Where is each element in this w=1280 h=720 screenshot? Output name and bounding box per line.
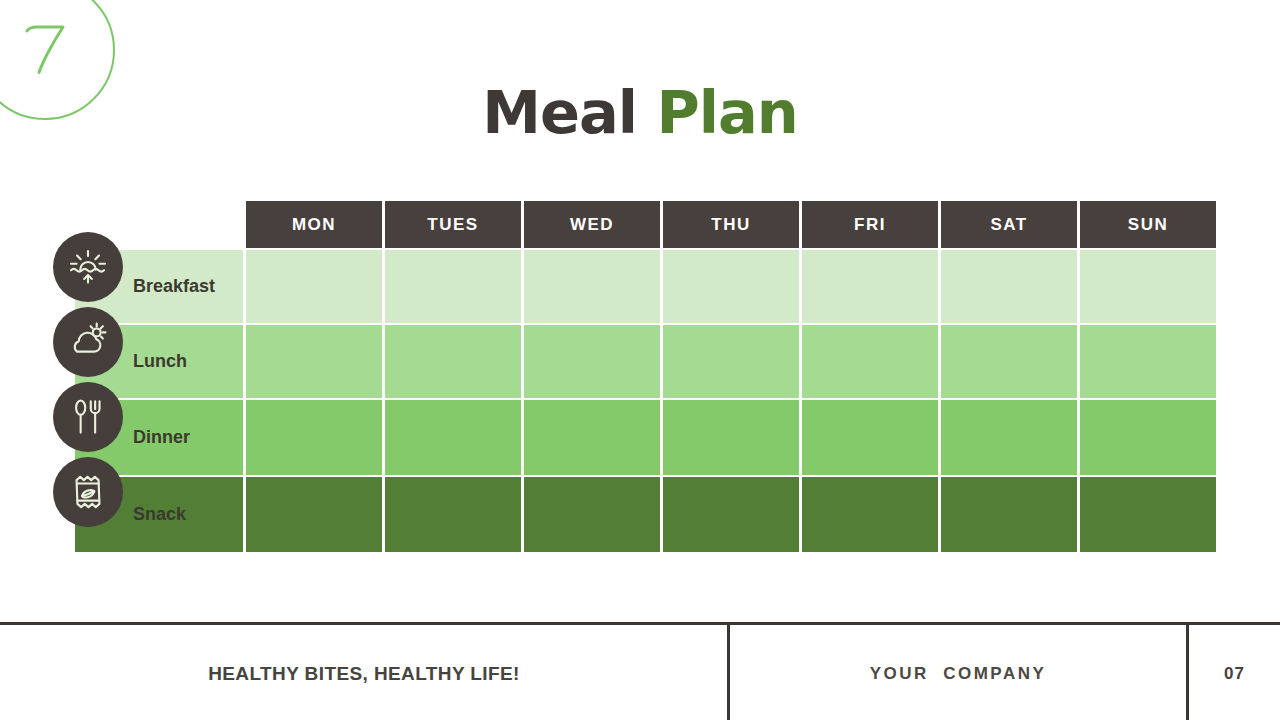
lunch-icon-badge: [53, 307, 123, 377]
meal-cell: [246, 477, 382, 552]
meal-cell: [1080, 400, 1216, 475]
meal-cell: [524, 477, 660, 552]
meal-cell: [385, 250, 521, 323]
day-header-tues: TUES: [385, 201, 521, 248]
meal-cell: [524, 250, 660, 323]
meal-cell: [802, 250, 938, 323]
meal-cell: [802, 477, 938, 552]
page-title-plan: Plan: [657, 78, 798, 147]
sunrise-icon: [66, 245, 110, 289]
meal-cell: [941, 325, 1077, 398]
meal-cell: [246, 400, 382, 475]
meal-cell: [524, 325, 660, 398]
day-header-sat: SAT: [941, 201, 1077, 248]
meal-cell: [1080, 325, 1216, 398]
meal-cell: [941, 250, 1077, 323]
day-header-wed: WED: [524, 201, 660, 248]
meal-cell: [941, 477, 1077, 552]
dinner-icon-badge: [53, 382, 123, 452]
meal-cell: [246, 325, 382, 398]
meal-cell: [385, 325, 521, 398]
meal-cell: [1080, 250, 1216, 323]
meal-cell: [941, 400, 1077, 475]
meal-cell: [663, 400, 799, 475]
snack-icon-badge: [53, 457, 123, 527]
footer-tagline: HEALTHY BITES, HEALTHY LIFE!: [0, 663, 728, 685]
breakfast-icon-badge: [53, 232, 123, 302]
meal-cell: [385, 477, 521, 552]
meal-cell: [663, 250, 799, 323]
meal-cell: [385, 400, 521, 475]
meal-cell: [663, 477, 799, 552]
page-title-meal: Meal: [482, 78, 637, 147]
day-header-thu: THU: [663, 201, 799, 248]
footer-page-number: 07: [1189, 664, 1280, 684]
snack-bag-icon: [66, 470, 110, 514]
day-header-sun: SUN: [1080, 201, 1216, 248]
sun-cloud-icon: [66, 320, 110, 364]
footer-divider-line: [0, 622, 1280, 625]
meal-plan-table: MON TUES WED THU FRI SAT SUN Breakfast L…: [75, 201, 1216, 552]
cutlery-icon: [66, 395, 110, 439]
meal-cell: [802, 325, 938, 398]
day-header-mon: MON: [246, 201, 382, 248]
footer-company-name: YOUR COMPANY: [730, 664, 1186, 684]
day-header-fri: FRI: [802, 201, 938, 248]
meal-cell: [1080, 477, 1216, 552]
page-title: Meal Plan: [0, 81, 1280, 145]
meal-cell: [524, 400, 660, 475]
meal-cell: [663, 325, 799, 398]
meal-cell: [802, 400, 938, 475]
meal-cell: [246, 250, 382, 323]
